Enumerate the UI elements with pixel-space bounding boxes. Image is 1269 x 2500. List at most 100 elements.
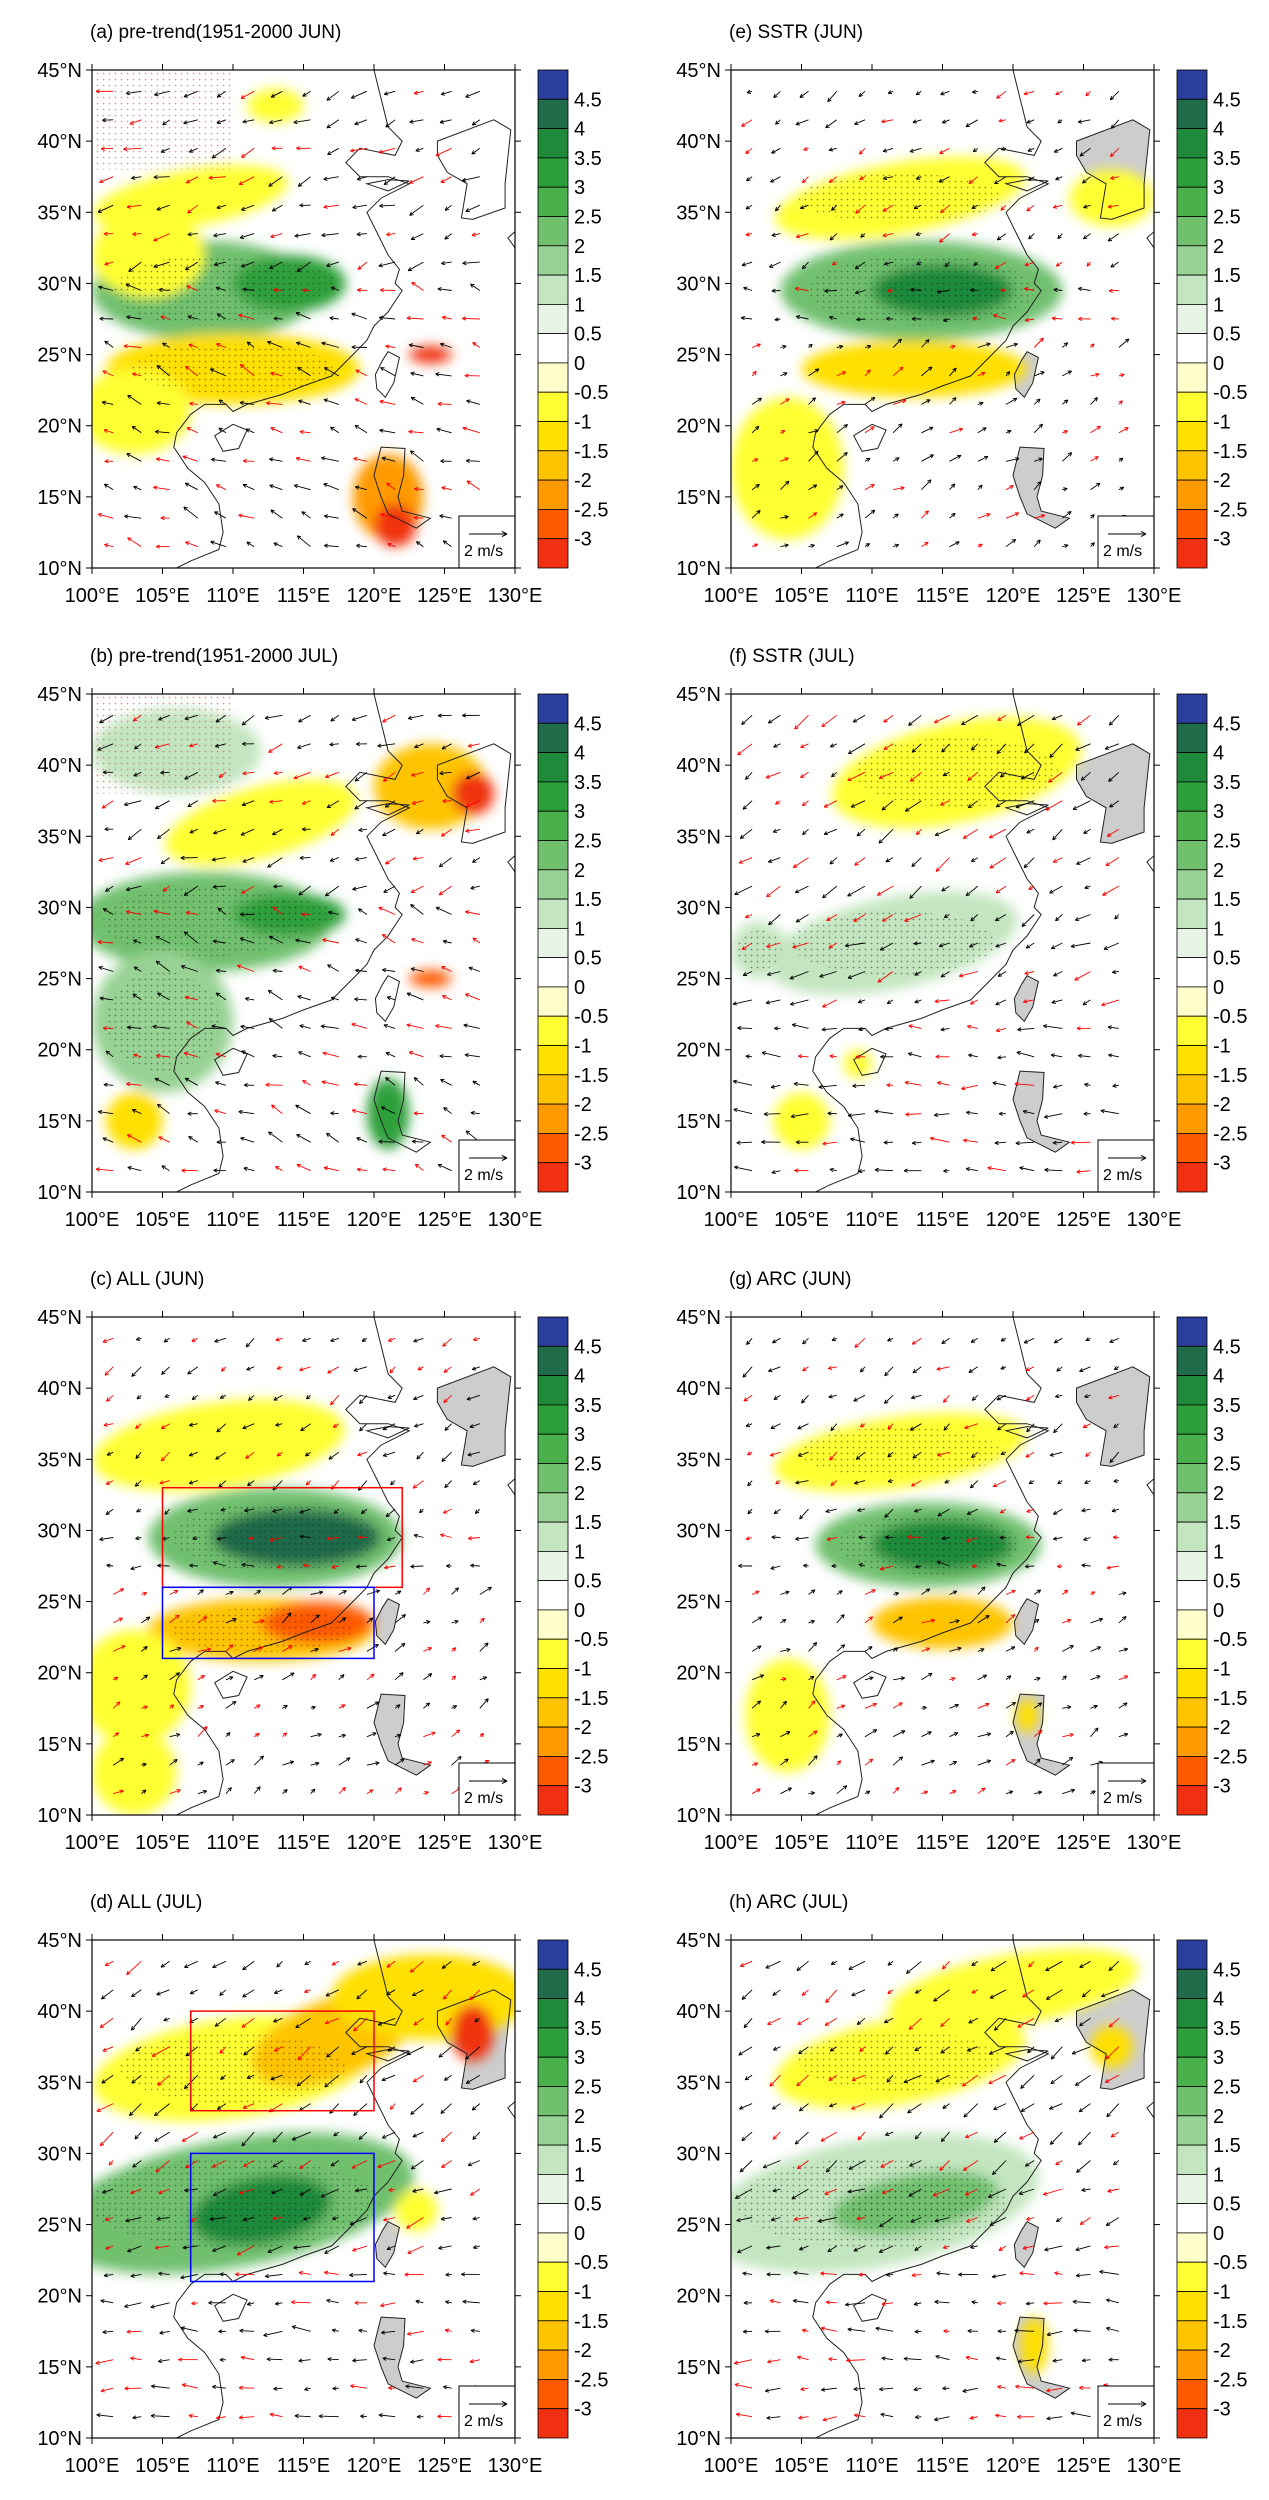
wind-vector-head <box>352 2358 357 2363</box>
colorbar-cell <box>1176 508 1208 540</box>
wind-vector-head <box>156 457 161 462</box>
wind-vector-head <box>829 236 835 241</box>
wind-vector <box>1000 771 1007 778</box>
wind-vector-head <box>1063 399 1069 404</box>
wind-vector-head <box>997 972 1003 977</box>
wind-vector <box>190 2217 199 2222</box>
wind-vector-head <box>385 860 390 865</box>
wind-vector <box>1025 1366 1035 1371</box>
wind-vector <box>1051 942 1063 950</box>
wind-vector <box>354 1083 367 1086</box>
coastline <box>374 2221 400 2269</box>
wind-vector <box>238 1111 255 1115</box>
wind-vector <box>102 1137 114 1143</box>
wind-vector <box>245 428 255 434</box>
wind-vector-head <box>999 773 1005 778</box>
wind-vector-head <box>99 1537 104 1542</box>
wind-vector <box>381 2330 396 2334</box>
wind-vector-head <box>1053 1536 1058 1541</box>
wind-vector-head <box>802 1367 807 1372</box>
colorbar-label: 0.5 <box>1213 324 1241 346</box>
wind-vector-head <box>793 1081 798 1087</box>
wind-vector <box>131 2074 142 2084</box>
colorbar-cell <box>537 538 569 569</box>
wind-vector-head <box>1024 970 1029 975</box>
wind-vector <box>353 2017 368 2032</box>
lon-tick-label: 125°E <box>417 585 472 607</box>
wind-vector-head <box>961 1086 966 1091</box>
wind-vector-head <box>294 2413 299 2419</box>
wind-vector-head <box>965 2355 971 2360</box>
land-shading <box>1013 1071 1070 1153</box>
wind-vector <box>351 313 368 320</box>
wind-vector <box>219 1989 227 1996</box>
lon-tick-label: 130°E <box>488 1832 543 1854</box>
wind-vector <box>330 1395 340 1406</box>
wind-vector <box>189 147 198 153</box>
wind-vector <box>153 486 170 491</box>
wind-vector-head <box>820 2271 825 2276</box>
wind-vector <box>352 204 367 209</box>
panel-title: (a) pre-trend(1951-2000 JUN) <box>90 22 341 43</box>
wind-vector-head <box>155 2167 161 2173</box>
wind-vector <box>263 2330 283 2337</box>
wind-vector-head <box>785 1590 790 1595</box>
wind-vector-head <box>361 1337 367 1342</box>
wind-vector-head <box>289 1760 295 1765</box>
wind-vector-head <box>406 992 412 997</box>
wind-vector <box>825 2160 838 2173</box>
wind-vector-head <box>927 1731 932 1736</box>
wind-vector-head <box>995 1028 1001 1033</box>
wind-vector <box>275 2302 283 2305</box>
wind-vector <box>225 1591 234 1595</box>
wind-vector-head <box>465 458 470 463</box>
wind-vector-head <box>746 1340 751 1346</box>
wind-vector-head <box>416 2414 421 2419</box>
wind-vector <box>772 2131 781 2140</box>
wind-vector-head <box>801 178 807 184</box>
wind-vector <box>381 1106 396 1115</box>
wind-vector-head <box>952 1590 958 1595</box>
lon-tick-label: 120°E <box>347 1209 402 1231</box>
wind-vector-head <box>1009 485 1014 490</box>
wind-vector-head <box>469 1995 474 2001</box>
wind-vector-head <box>427 1673 433 1678</box>
wind-vector-head <box>259 1755 264 1760</box>
wind-vector-head <box>965 891 971 897</box>
wind-vector-head <box>181 2383 187 2388</box>
wind-vector-head <box>1071 2050 1077 2055</box>
wind-vector-head <box>908 1024 913 1029</box>
wind-vector <box>1106 2299 1119 2304</box>
wind-vector-head <box>847 2189 852 2194</box>
wind-vector-head <box>887 288 892 293</box>
wind-vector-head <box>467 1536 472 1541</box>
wind-vector-head <box>218 427 223 432</box>
wind-vector-head <box>997 2384 1002 2390</box>
wind-vector <box>326 800 340 809</box>
wind-vector-head <box>269 457 274 462</box>
wind-vector-head <box>942 772 948 777</box>
wind-vector-head <box>794 889 800 894</box>
wind-vector <box>382 1451 396 1457</box>
wind-vector-head <box>154 2111 159 2117</box>
colorbar-label: 0 <box>574 2223 585 2245</box>
wind-vector <box>967 2046 978 2052</box>
wind-vector <box>356 1565 367 1568</box>
wind-vector-head <box>353 1367 358 1372</box>
wind-vector-head <box>445 2020 450 2026</box>
wind-vector <box>387 543 396 548</box>
wind-vector-head <box>1044 1167 1049 1173</box>
wind-vector <box>1105 2074 1120 2083</box>
colorbar-label: 1 <box>574 918 585 940</box>
wind-vector <box>327 1366 340 1374</box>
wind-vector-head <box>782 344 787 349</box>
wind-vector-head <box>801 1991 807 1996</box>
colorbar-label: 0 <box>1213 977 1224 999</box>
wind-vector-head <box>972 147 978 153</box>
wind-vector <box>188 2415 198 2418</box>
coastline <box>436 1989 512 2090</box>
wind-vector <box>273 289 283 291</box>
wind-vector <box>767 2017 781 2025</box>
wind-vector <box>1044 1113 1063 1118</box>
wind-vector-head <box>813 1755 818 1760</box>
